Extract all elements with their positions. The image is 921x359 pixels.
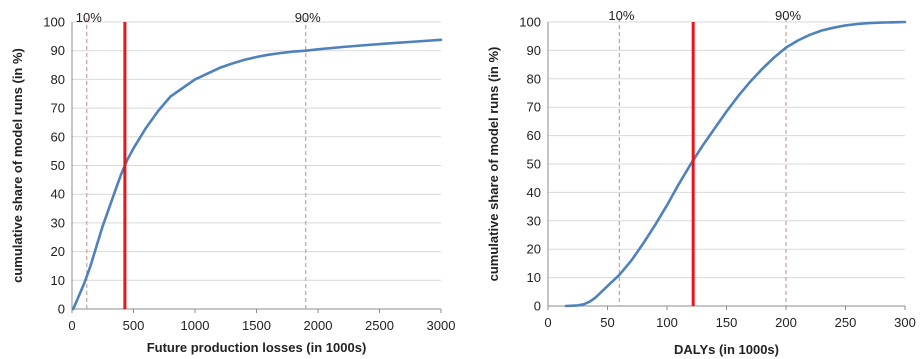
chart-1-x-tick-label: 2000 bbox=[304, 318, 333, 333]
chart-1-y-tick-label: 90 bbox=[51, 43, 65, 58]
chart-1-y-tick-label: 70 bbox=[51, 101, 65, 116]
chart-2-y-axis-title: cumulative share of model runs (in %) bbox=[486, 47, 501, 282]
chart-1-x-tick-label: 2500 bbox=[365, 318, 394, 333]
chart-1-series-line bbox=[71, 38, 443, 311]
chart-2-y-tick-label: 70 bbox=[527, 100, 541, 115]
chart-2-x-tick-label: 250 bbox=[835, 315, 857, 330]
chart-2-y-tick-label: 100 bbox=[519, 15, 541, 30]
chart-1-y-tick-label: 60 bbox=[51, 129, 65, 144]
chart-2-y-tick-label: 30 bbox=[527, 213, 541, 228]
chart-2-y-tick-label: 40 bbox=[527, 185, 541, 200]
chart-2-series-line bbox=[564, 20, 907, 308]
chart-1-y-tick-label: 10 bbox=[51, 273, 65, 288]
chart-2-x-axis-title: DALYs (in 1000s) bbox=[674, 342, 779, 357]
chart-2-y-tick-label: 60 bbox=[527, 128, 541, 143]
chart-1-x-tick-label: 0 bbox=[68, 318, 75, 333]
chart-1-x-tick-label: 500 bbox=[123, 318, 145, 333]
chart-1-y-tick-label: 80 bbox=[51, 72, 65, 87]
chart-1-y-tick-label: 0 bbox=[58, 302, 65, 317]
chart-1-y-tick-label: 100 bbox=[43, 15, 65, 30]
chart-2-x-tick-label: 300 bbox=[894, 315, 916, 330]
chart-1-y-tick-label: 20 bbox=[51, 244, 65, 259]
chart-1-x-tick-label: 1000 bbox=[181, 318, 210, 333]
chart-2-y-tick-label: 10 bbox=[527, 270, 541, 285]
chart-2-y-tick-label: 80 bbox=[527, 71, 541, 86]
chart-2-x-tick-label: 150 bbox=[716, 315, 738, 330]
chart-1-y-tick-label: 50 bbox=[51, 158, 65, 173]
chart-2-y-tick-label: 50 bbox=[527, 157, 541, 172]
chart-2-y-tick-label: 0 bbox=[534, 299, 541, 314]
chart-1-y-tick-label: 30 bbox=[51, 215, 65, 230]
chart-2-percentile-label: 90% bbox=[775, 8, 801, 23]
chart-1-x-tick-label: 3000 bbox=[427, 318, 456, 333]
chart-2-x-tick-label: 50 bbox=[600, 315, 614, 330]
chart-2-y-tick-label: 90 bbox=[527, 43, 541, 58]
chart-1-y-axis-title: cumulative share of model runs (in %) bbox=[10, 48, 25, 283]
chart-1-y-tick-label: 40 bbox=[51, 187, 65, 202]
chart-1-percentile-label: 10% bbox=[76, 10, 102, 25]
chart-2-x-tick-label: 0 bbox=[544, 315, 551, 330]
chart-1-x-axis-title: Future production losses (in 1000s) bbox=[147, 340, 367, 355]
chart-1-percentile-label: 90% bbox=[295, 10, 321, 25]
chart-2-y-tick-label: 20 bbox=[527, 242, 541, 257]
chart-1-x-tick-label: 1500 bbox=[242, 318, 271, 333]
chart-2-x-tick-label: 100 bbox=[656, 315, 678, 330]
chart-2-x-tick-label: 200 bbox=[775, 315, 797, 330]
chart-2-percentile-label: 10% bbox=[608, 8, 634, 23]
